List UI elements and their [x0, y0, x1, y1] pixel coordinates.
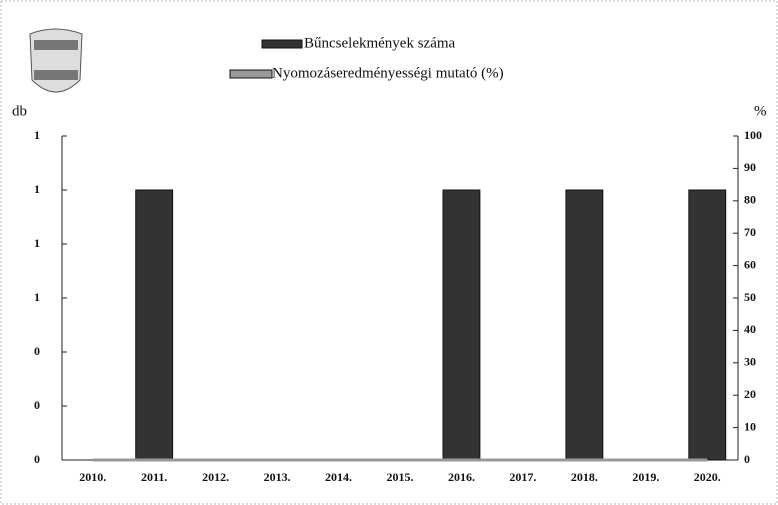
page: {"chart_data": {"type": "bar", "categori… [0, 0, 778, 505]
x-tick-label: 2011. [141, 470, 167, 484]
x-tick-label: 2015. [387, 470, 414, 484]
bar [689, 190, 726, 460]
logo [30, 29, 82, 92]
y-tick-label: 0 [34, 344, 40, 358]
chart: db % 000111101020304050607080901002010.2… [0, 0, 778, 505]
y-tick-label: 1 [34, 128, 40, 142]
bar [443, 190, 480, 460]
bar [566, 190, 603, 460]
y2-tick-label: 90 [744, 160, 756, 174]
y2-tick-label: 100 [744, 128, 762, 142]
y2-tick-label: 80 [744, 193, 756, 207]
x-tick-label: 2014. [325, 470, 352, 484]
y2-tick-label: 30 [744, 355, 756, 369]
y2-tick-label: 10 [744, 419, 756, 433]
y2-tick-label: 50 [744, 290, 756, 304]
legend-swatch [230, 70, 272, 78]
legend-label: Bűncselekmények száma [304, 35, 456, 51]
y-tick-label: 0 [34, 452, 40, 466]
y2-tick-label: 70 [744, 225, 756, 239]
y2-axis-label: % [754, 103, 767, 119]
x-tick-label: 2019. [632, 470, 659, 484]
bar [136, 190, 173, 460]
y-axis-label: db [12, 103, 27, 119]
y2-tick-label: 40 [744, 322, 756, 336]
x-tick-label: 2018. [571, 470, 598, 484]
y-tick-label: 1 [34, 236, 40, 250]
x-tick-label: 2017. [509, 470, 536, 484]
y2-tick-label: 0 [744, 452, 750, 466]
y-tick-label: 1 [34, 290, 40, 304]
legend-swatch [262, 40, 302, 48]
y-tick-label: 1 [34, 182, 40, 196]
x-tick-label: 2012. [202, 470, 229, 484]
x-tick-label: 2013. [264, 470, 291, 484]
y-tick-label: 0 [34, 398, 40, 412]
legend-label: Nyomozáseredményességi mutató (%) [272, 65, 504, 81]
y2-tick-label: 60 [744, 257, 756, 271]
x-tick-label: 2016. [448, 470, 475, 484]
y2-tick-label: 20 [744, 387, 756, 401]
x-tick-label: 2020. [694, 470, 721, 484]
x-tick-label: 2010. [79, 470, 106, 484]
